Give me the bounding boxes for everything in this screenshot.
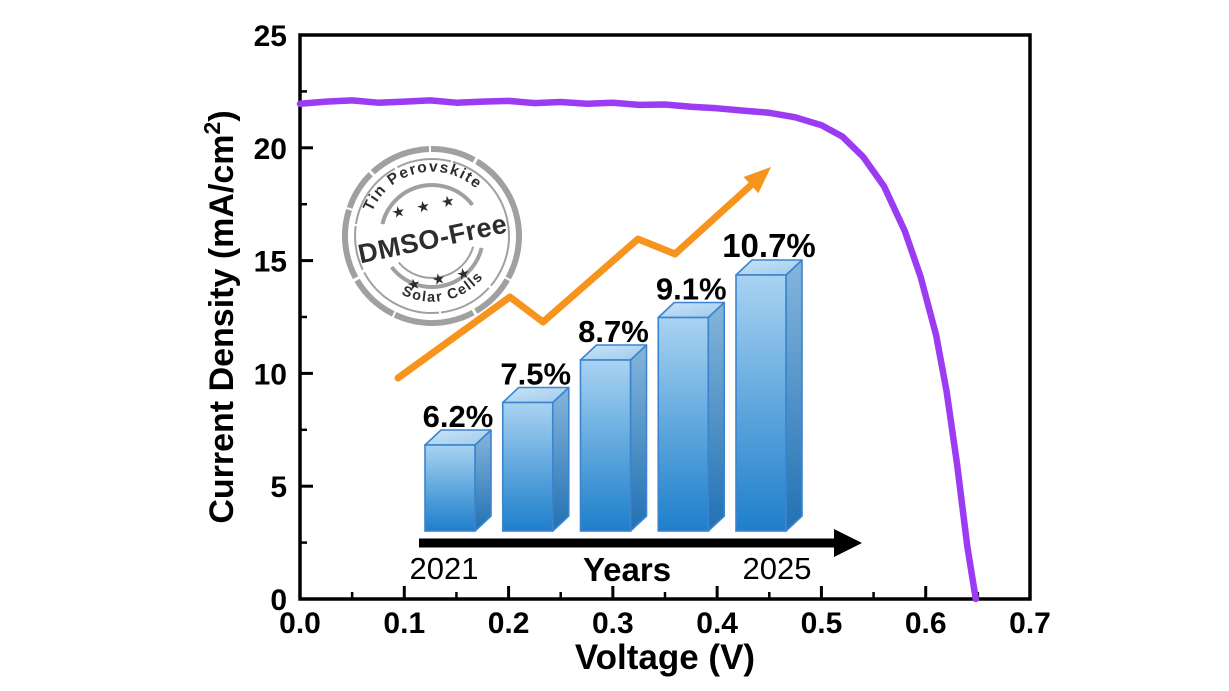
efficiency-inset-chart: 6.2%7.5%8.7%9.1% 10.7% — [419, 227, 862, 557]
x-tick-label: 0.4 — [696, 607, 738, 640]
inset-axis-arrow-head — [834, 529, 862, 557]
x-tick-label: 0.0 — [279, 607, 321, 640]
bar-value-label: 7.5% — [500, 357, 571, 392]
efficiency-bar — [657, 301, 726, 532]
bar-side-face — [707, 301, 726, 532]
stamp-outer-ring-inner-line — [354, 158, 510, 314]
x-tick-label: 0.6 — [905, 607, 947, 640]
jv-curve-line — [296, 97, 980, 603]
y-tick-label: 5 — [270, 471, 287, 504]
bar-front-face — [424, 444, 476, 532]
x-tick-label: 0.5 — [801, 607, 843, 640]
stamp-outer-ring — [342, 146, 522, 326]
dmso-free-stamp: Tin Perovskite Solar Cells ★ ★ ★ DMSO-Fr… — [342, 146, 522, 326]
trend-arrow-line — [394, 176, 760, 382]
efficiency-bar — [501, 386, 570, 532]
bar-side-face — [474, 429, 492, 532]
trend-arrow — [394, 167, 771, 382]
y-tick-label: 25 — [254, 20, 287, 53]
x-axis-title: Voltage (V) — [575, 638, 755, 677]
x-tick-label: 0.3 — [592, 607, 634, 640]
inset-year-label-2021: 2021 — [410, 551, 479, 586]
bar-side-face — [629, 344, 648, 532]
stamp-inner-arc-top — [380, 183, 475, 225]
stamp-inner-arc-bottom2 — [398, 246, 475, 279]
efficiency-bar — [579, 344, 648, 532]
bar-value-label: 8.7% — [578, 314, 649, 349]
bar-side-face — [551, 386, 570, 532]
y-axis-title: Current Density (mA/cm2) — [199, 110, 241, 523]
x-tick-label: 0.2 — [488, 607, 530, 640]
y-tick-label: 20 — [254, 133, 287, 166]
x-tick-label: 0.7 — [1009, 607, 1051, 640]
bar-front-face — [579, 359, 632, 532]
y-tick-label: 0 — [270, 584, 287, 617]
x-tick-label: 0.1 — [383, 607, 425, 640]
bar-side-face — [785, 259, 803, 532]
y-tick-label: 15 — [254, 246, 287, 279]
axis-ticks — [298, 33, 1032, 601]
bar-value-label: 10.7% — [722, 227, 816, 264]
stamp-center-text: DMSO-Free — [355, 209, 509, 270]
inset-axis-title: Years — [583, 551, 671, 588]
bar-front-face — [657, 316, 710, 532]
bar-front-face — [735, 274, 787, 532]
bar-value-label: 6.2% — [423, 399, 494, 434]
trend-arrow-head — [743, 167, 771, 194]
bar-front-face — [501, 401, 554, 532]
efficiency-bar — [424, 429, 492, 532]
y-tick-label: 10 — [254, 358, 287, 391]
bar-value-label: 9.1% — [656, 272, 727, 307]
jv-curve — [296, 97, 980, 603]
inset-year-label-2025: 2025 — [743, 551, 812, 586]
efficiency-bar — [735, 259, 803, 532]
stamp-inner-arc-bottom — [389, 247, 484, 289]
